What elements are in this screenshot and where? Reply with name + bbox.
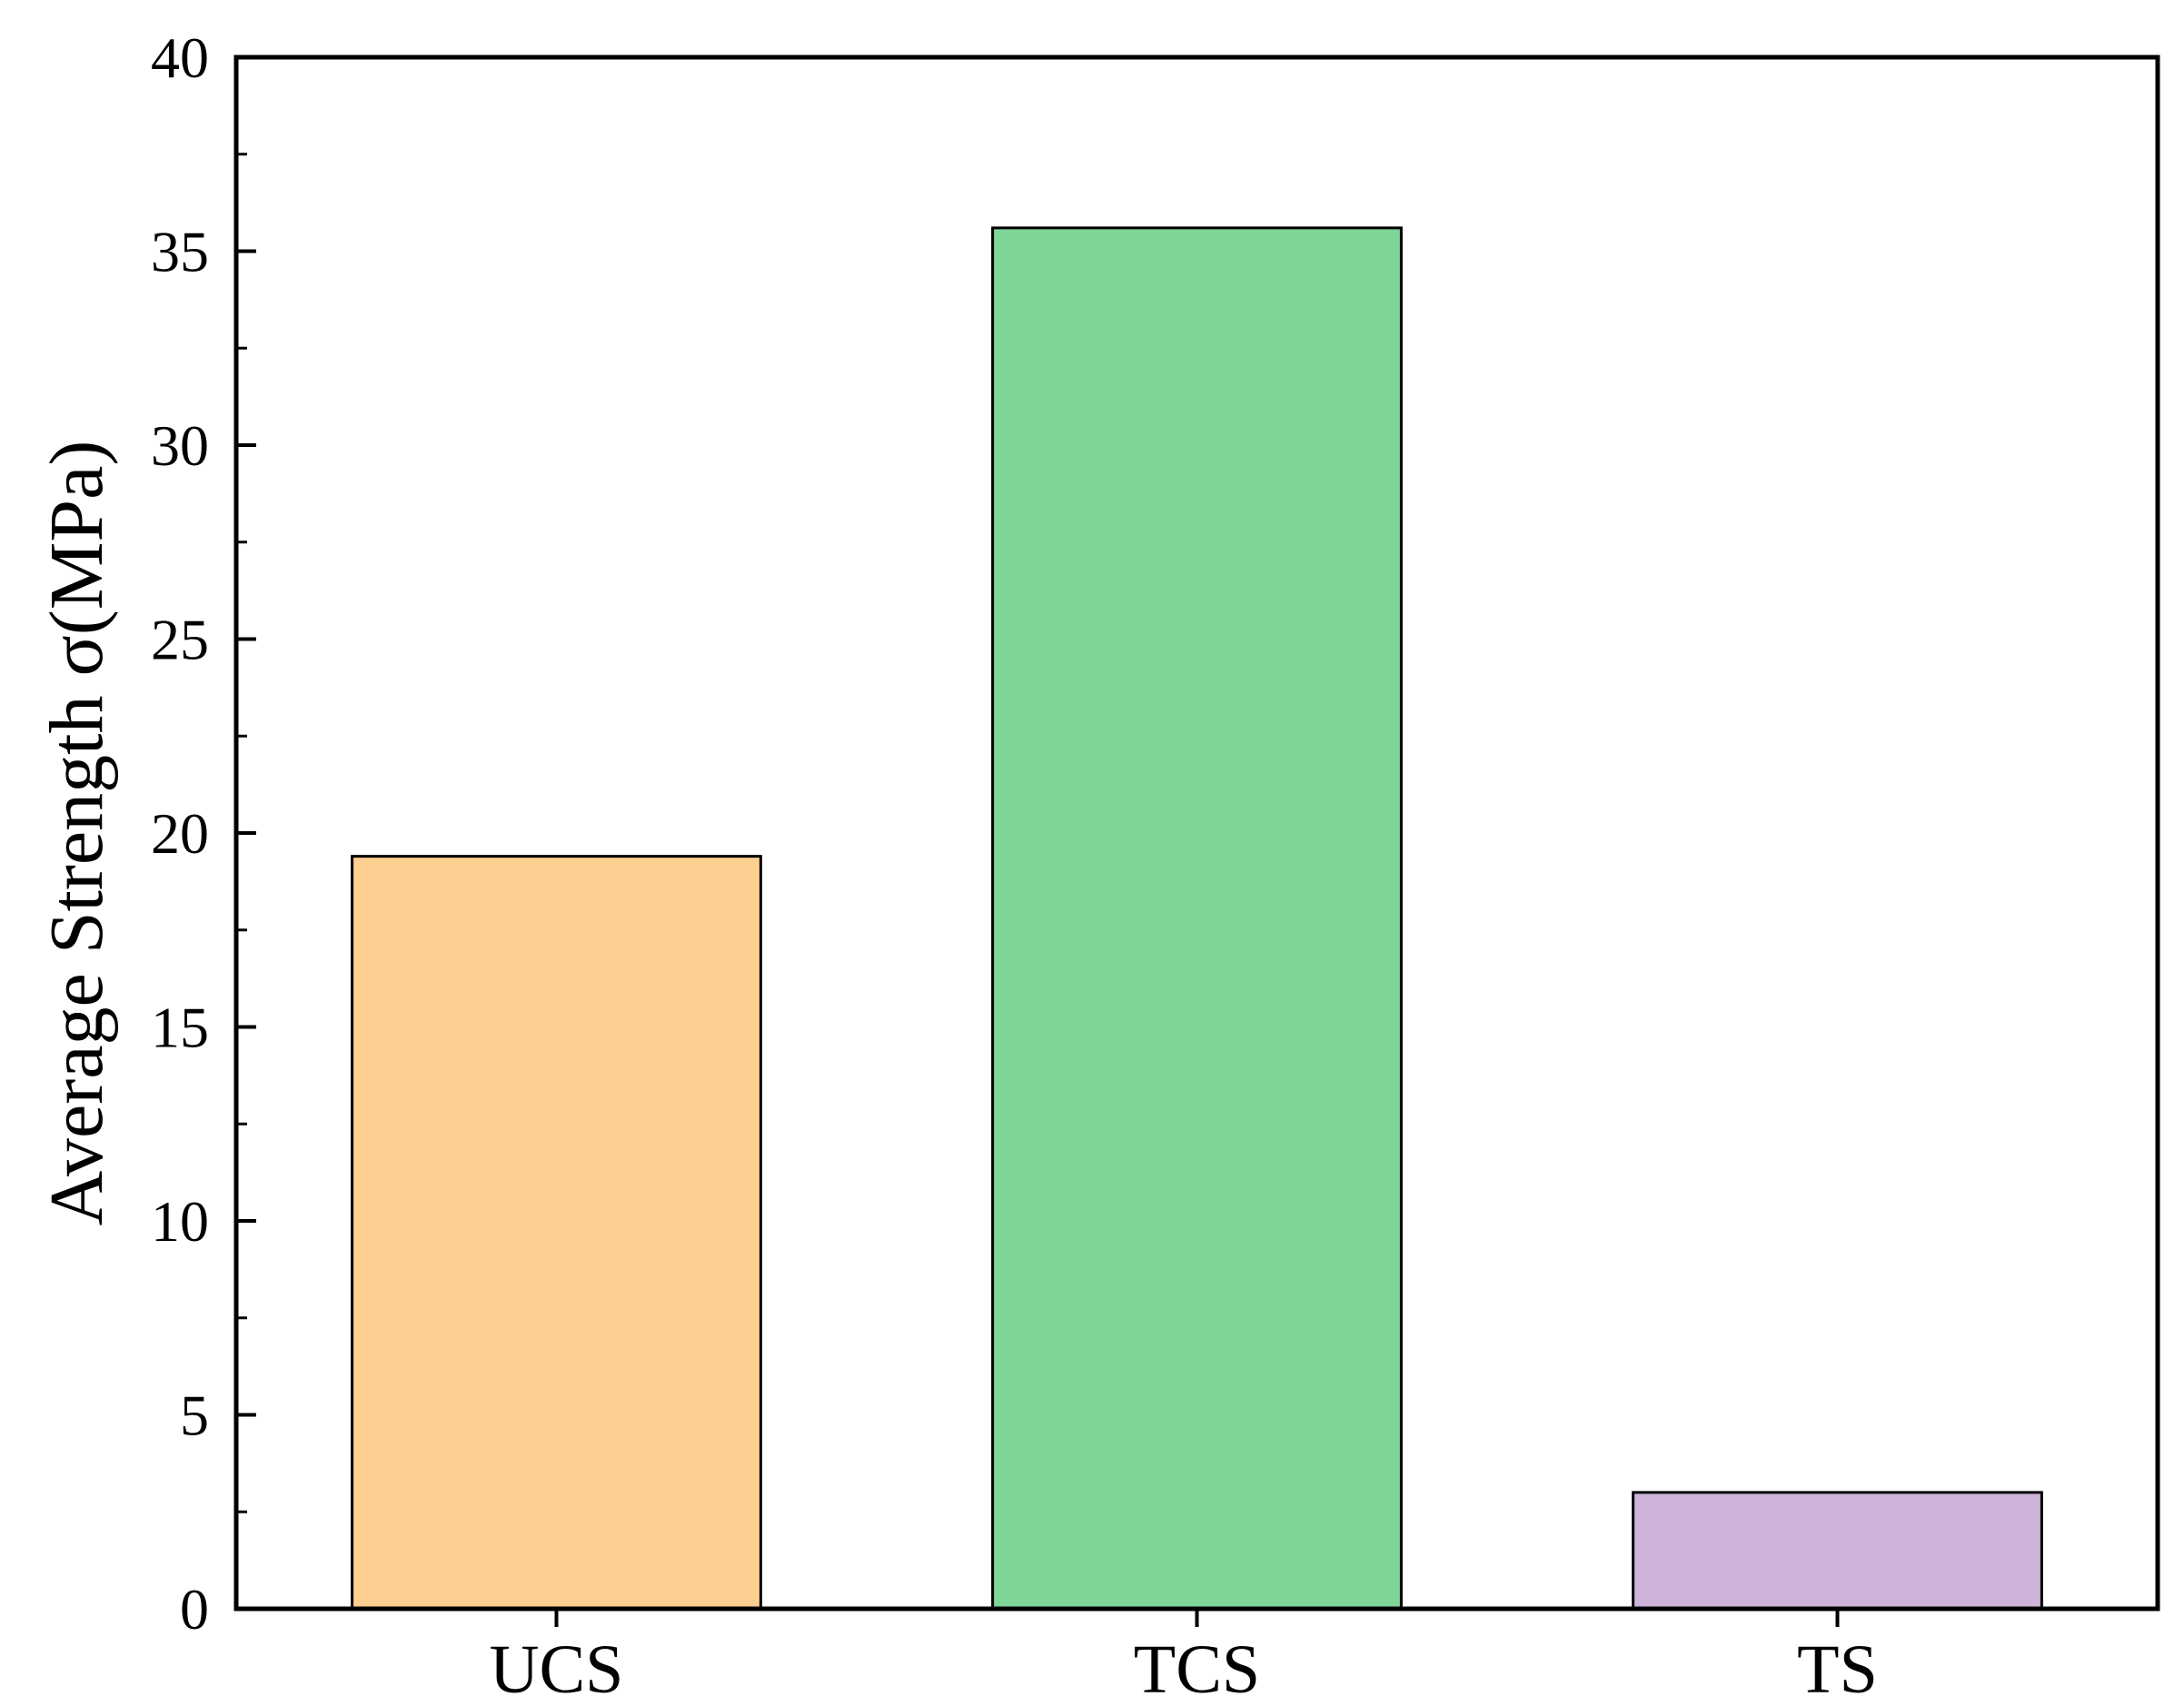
bar-tcs bbox=[991, 226, 1403, 1611]
x-tick-label-ucs: UCS bbox=[490, 1632, 624, 1706]
x-tick-label-tcs: TCS bbox=[1134, 1632, 1260, 1706]
bars-group bbox=[351, 226, 2043, 1611]
plot-frame bbox=[233, 55, 2160, 1612]
y-tick-label: 0 bbox=[180, 1577, 209, 1642]
x-tick-label-ts: TS bbox=[1797, 1632, 1878, 1706]
y-axis-ticks bbox=[236, 55, 256, 1611]
y-tick-label: 10 bbox=[151, 1189, 209, 1254]
bar-ucs bbox=[351, 855, 762, 1611]
x-axis-ticks bbox=[554, 1609, 1840, 1627]
y-axis-title: Average Strength σ(MPa) bbox=[35, 441, 119, 1226]
x-axis-tick-labels: UCS TCS TS bbox=[490, 1632, 1878, 1706]
y-tick-label: 40 bbox=[151, 25, 209, 90]
y-tick-label: 20 bbox=[151, 801, 209, 866]
y-tick-label: 15 bbox=[151, 996, 209, 1060]
bar-ts bbox=[1632, 1491, 2043, 1611]
y-tick-label: 35 bbox=[151, 220, 209, 284]
y-tick-label: 25 bbox=[151, 608, 209, 672]
y-axis-tick-labels: 0 5 10 15 20 25 30 35 40 bbox=[151, 25, 209, 1642]
y-tick-label: 5 bbox=[180, 1384, 209, 1448]
y-tick-label: 30 bbox=[151, 413, 209, 478]
